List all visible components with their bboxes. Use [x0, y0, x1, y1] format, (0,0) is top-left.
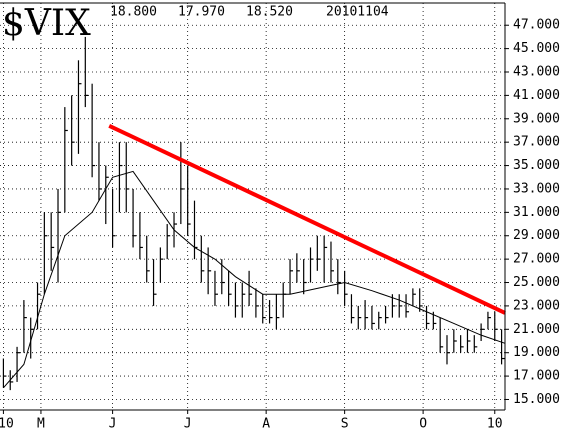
y-tick-label: 17.000 [513, 369, 560, 384]
x-tick-label: A [262, 417, 270, 432]
y-tick-label: 23.000 [513, 298, 560, 313]
x-tick-label: J [109, 417, 117, 432]
x-tick-label: M [37, 417, 45, 432]
y-tick-label: 33.000 [513, 181, 560, 196]
chart-title: $VIX [2, 3, 91, 44]
moving-average [3, 170, 506, 389]
y-tick-label: 39.000 [513, 111, 560, 126]
y-tick-label: 41.000 [513, 88, 560, 103]
y-tick-label: 37.000 [513, 135, 560, 150]
header-value: 18.520 [246, 5, 293, 20]
y-tick-label: 15.000 [513, 392, 560, 407]
y-tick-label: 31.000 [513, 205, 560, 220]
grid [0, 3, 505, 410]
y-tick-label: 19.000 [513, 345, 560, 360]
header-value: 17.970 [178, 5, 225, 20]
x-tick-label: 10 [0, 417, 14, 432]
y-tick-label: 35.000 [513, 158, 560, 173]
header-value: 18.800 [110, 5, 157, 20]
y-tick-label: 45.000 [513, 41, 560, 56]
y-tick-label: 43.000 [513, 65, 560, 80]
y-tick-label: 27.000 [513, 252, 560, 267]
x-tick-label: J [184, 417, 192, 432]
marks [2, 36, 506, 391]
x-tick-label: 10 [487, 417, 503, 432]
y-tick-label: 47.000 [513, 18, 560, 33]
y-tick-label: 25.000 [513, 275, 560, 290]
y-tick-label: 29.000 [513, 228, 560, 243]
x-tick-label: O [419, 417, 427, 432]
trendline [108, 123, 506, 315]
x-tick-label: S [341, 417, 349, 432]
y-tick-label: 21.000 [513, 322, 560, 337]
header-value: 20101104 [326, 5, 389, 20]
